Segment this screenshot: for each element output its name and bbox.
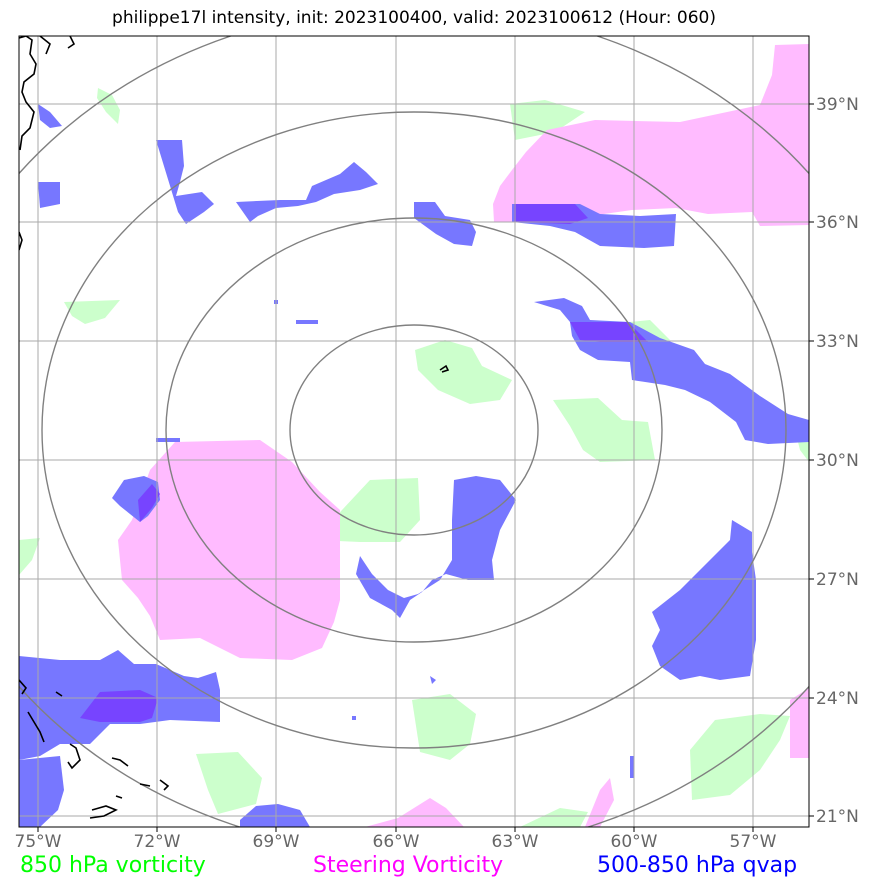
- vorticity-850-contours: [19, 88, 809, 827]
- map-gridlines: [19, 36, 809, 827]
- range-rings: [19, 36, 809, 827]
- lon-label: 72°W: [134, 832, 181, 852]
- lon-label: 66°W: [373, 832, 420, 852]
- legend-qvap: 500-850 hPa qvap: [597, 853, 798, 878]
- lat-label: 33°N: [816, 332, 859, 352]
- legend-850-vorticity: 850 hPa vorticity: [20, 853, 206, 878]
- map-plot-area: [19, 36, 809, 827]
- lat-label: 39°N: [816, 95, 859, 115]
- lat-label: 27°N: [816, 570, 859, 590]
- lon-label: 63°W: [492, 832, 539, 852]
- lat-label: 36°N: [816, 213, 859, 233]
- legend-steering-vorticity: Steering Vorticity: [313, 853, 504, 878]
- lon-label: 69°W: [253, 832, 300, 852]
- lon-label: 75°W: [15, 832, 62, 852]
- steering-vorticity-contours: [118, 44, 809, 827]
- map-frame: [18, 35, 810, 828]
- lat-label: 21°N: [816, 807, 859, 827]
- lat-label: 24°N: [816, 689, 859, 709]
- longitude-labels: 75°W 72°W 69°W 66°W 63°W 60°W 57°W: [15, 832, 777, 852]
- coastlines: [19, 36, 450, 819]
- latitude-labels: 39°N 36°N 33°N 30°N 27°N 24°N 21°N: [816, 95, 859, 827]
- lat-label: 30°N: [816, 451, 859, 471]
- map-title: philippe17l intensity, init: 2023100400,…: [112, 8, 716, 28]
- lon-label: 60°W: [611, 832, 658, 852]
- axis-ticks: [37, 103, 814, 832]
- lon-label: 57°W: [730, 832, 777, 852]
